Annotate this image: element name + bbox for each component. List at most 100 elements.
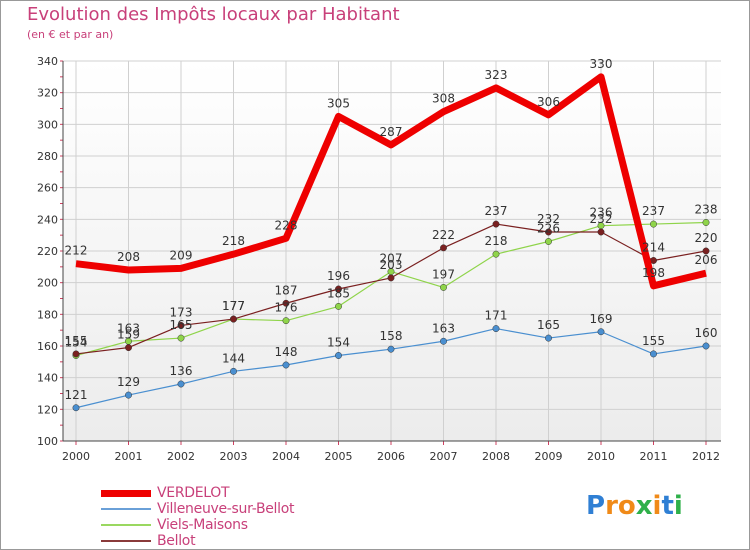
x-tick-label: 2004 <box>272 450 300 463</box>
legend-item-bellot: Bellot <box>101 533 294 549</box>
y-tick-label: 140 <box>37 372 58 385</box>
chart-title: Evolution des Impôts locaux par Habitant <box>27 4 400 25</box>
data-label: 232 <box>537 212 560 226</box>
data-label: 212 <box>65 244 88 258</box>
logo-letter: i <box>652 491 662 521</box>
data-point <box>492 220 500 228</box>
data-point <box>335 302 342 310</box>
x-tick-label: 2002 <box>167 450 195 463</box>
data-label: 121 <box>65 388 88 402</box>
y-tick-label: 240 <box>37 213 58 226</box>
data-point <box>387 345 395 353</box>
data-point <box>492 325 500 333</box>
data-label: 206 <box>695 253 718 267</box>
logo-letter: x <box>635 491 653 521</box>
data-point <box>125 391 132 399</box>
data-point <box>282 317 290 325</box>
data-label: 159 <box>117 328 140 342</box>
data-point <box>282 361 290 369</box>
data-label: 155 <box>65 334 88 348</box>
legend-swatch <box>101 508 151 510</box>
data-point <box>177 321 185 329</box>
data-label: 165 <box>170 318 193 332</box>
legend-swatch <box>101 524 151 526</box>
y-tick-label: 300 <box>37 118 58 131</box>
data-label: 154 <box>327 336 350 350</box>
data-label: 306 <box>537 95 560 109</box>
data-point <box>125 344 132 352</box>
y-tick-label: 120 <box>37 403 58 416</box>
data-label: 198 <box>642 266 665 280</box>
data-point <box>440 244 447 252</box>
data-label: 330 <box>590 57 613 71</box>
data-point <box>545 228 552 236</box>
data-point <box>282 299 290 307</box>
y-tick-label: 100 <box>37 435 58 448</box>
data-point <box>177 334 185 342</box>
data-label: 237 <box>485 204 508 218</box>
data-point <box>545 238 552 245</box>
data-label: 308 <box>432 92 455 106</box>
data-label: 154 <box>65 336 88 350</box>
legend-swatch <box>101 489 151 497</box>
x-tick-label: 2008 <box>482 450 510 463</box>
data-point <box>177 380 185 388</box>
data-label: 176 <box>275 301 298 315</box>
data-label: 232 <box>590 212 613 226</box>
data-point <box>72 350 80 358</box>
data-label: 207 <box>380 252 403 266</box>
data-label: 129 <box>117 375 140 389</box>
logo-letter: P <box>586 491 606 521</box>
legend-label: Bellot <box>157 533 196 549</box>
data-point <box>72 404 80 412</box>
data-label: 196 <box>327 269 350 283</box>
logo-letter: t <box>661 491 674 521</box>
data-label: 160 <box>695 326 718 340</box>
data-label: 218 <box>485 234 508 248</box>
data-label: 287 <box>380 125 403 139</box>
data-point <box>545 334 552 342</box>
data-label: 228 <box>275 218 298 232</box>
chart-subtitle: (en € et par an) <box>27 28 114 41</box>
data-label: 305 <box>327 96 350 110</box>
data-label: 173 <box>170 305 193 319</box>
legend-swatch <box>101 540 151 542</box>
data-point <box>440 283 447 291</box>
data-label: 136 <box>170 364 193 378</box>
logo-letter: i <box>673 491 683 521</box>
data-label: 237 <box>642 204 665 218</box>
data-label: 155 <box>642 334 665 348</box>
data-point <box>335 352 342 359</box>
x-tick-label: 2006 <box>377 450 405 463</box>
y-tick-label: 160 <box>37 340 58 353</box>
data-point <box>597 228 605 236</box>
data-point <box>387 274 395 282</box>
legend-label: Viels-Maisons <box>157 517 248 533</box>
data-point <box>650 350 657 358</box>
data-label: 163 <box>432 321 455 335</box>
y-tick-label: 260 <box>37 182 58 195</box>
data-label: 187 <box>275 283 298 297</box>
x-tick-label: 2011 <box>640 450 668 463</box>
data-point <box>650 220 657 228</box>
data-label: 197 <box>432 267 455 281</box>
y-tick-label: 220 <box>37 245 58 258</box>
data-label: 222 <box>432 228 455 242</box>
legend-label: Villeneuve-sur-Bellot <box>157 501 295 517</box>
y-tick-label: 180 <box>37 308 58 321</box>
legend-label: VERDELOT <box>157 485 230 501</box>
data-label: 203 <box>380 258 403 272</box>
data-label: 236 <box>590 206 613 220</box>
data-label: 218 <box>222 234 245 248</box>
legend-item-verdelot: VERDELOT <box>101 485 294 501</box>
x-tick-label: 2003 <box>220 450 248 463</box>
data-point <box>597 328 605 336</box>
y-tick-label: 320 <box>37 87 58 100</box>
x-tick-label: 2007 <box>430 450 458 463</box>
y-tick-label: 280 <box>37 150 58 163</box>
data-label: 165 <box>537 318 560 332</box>
data-point <box>440 337 447 345</box>
data-point <box>335 285 342 293</box>
data-label: 209 <box>170 248 193 262</box>
